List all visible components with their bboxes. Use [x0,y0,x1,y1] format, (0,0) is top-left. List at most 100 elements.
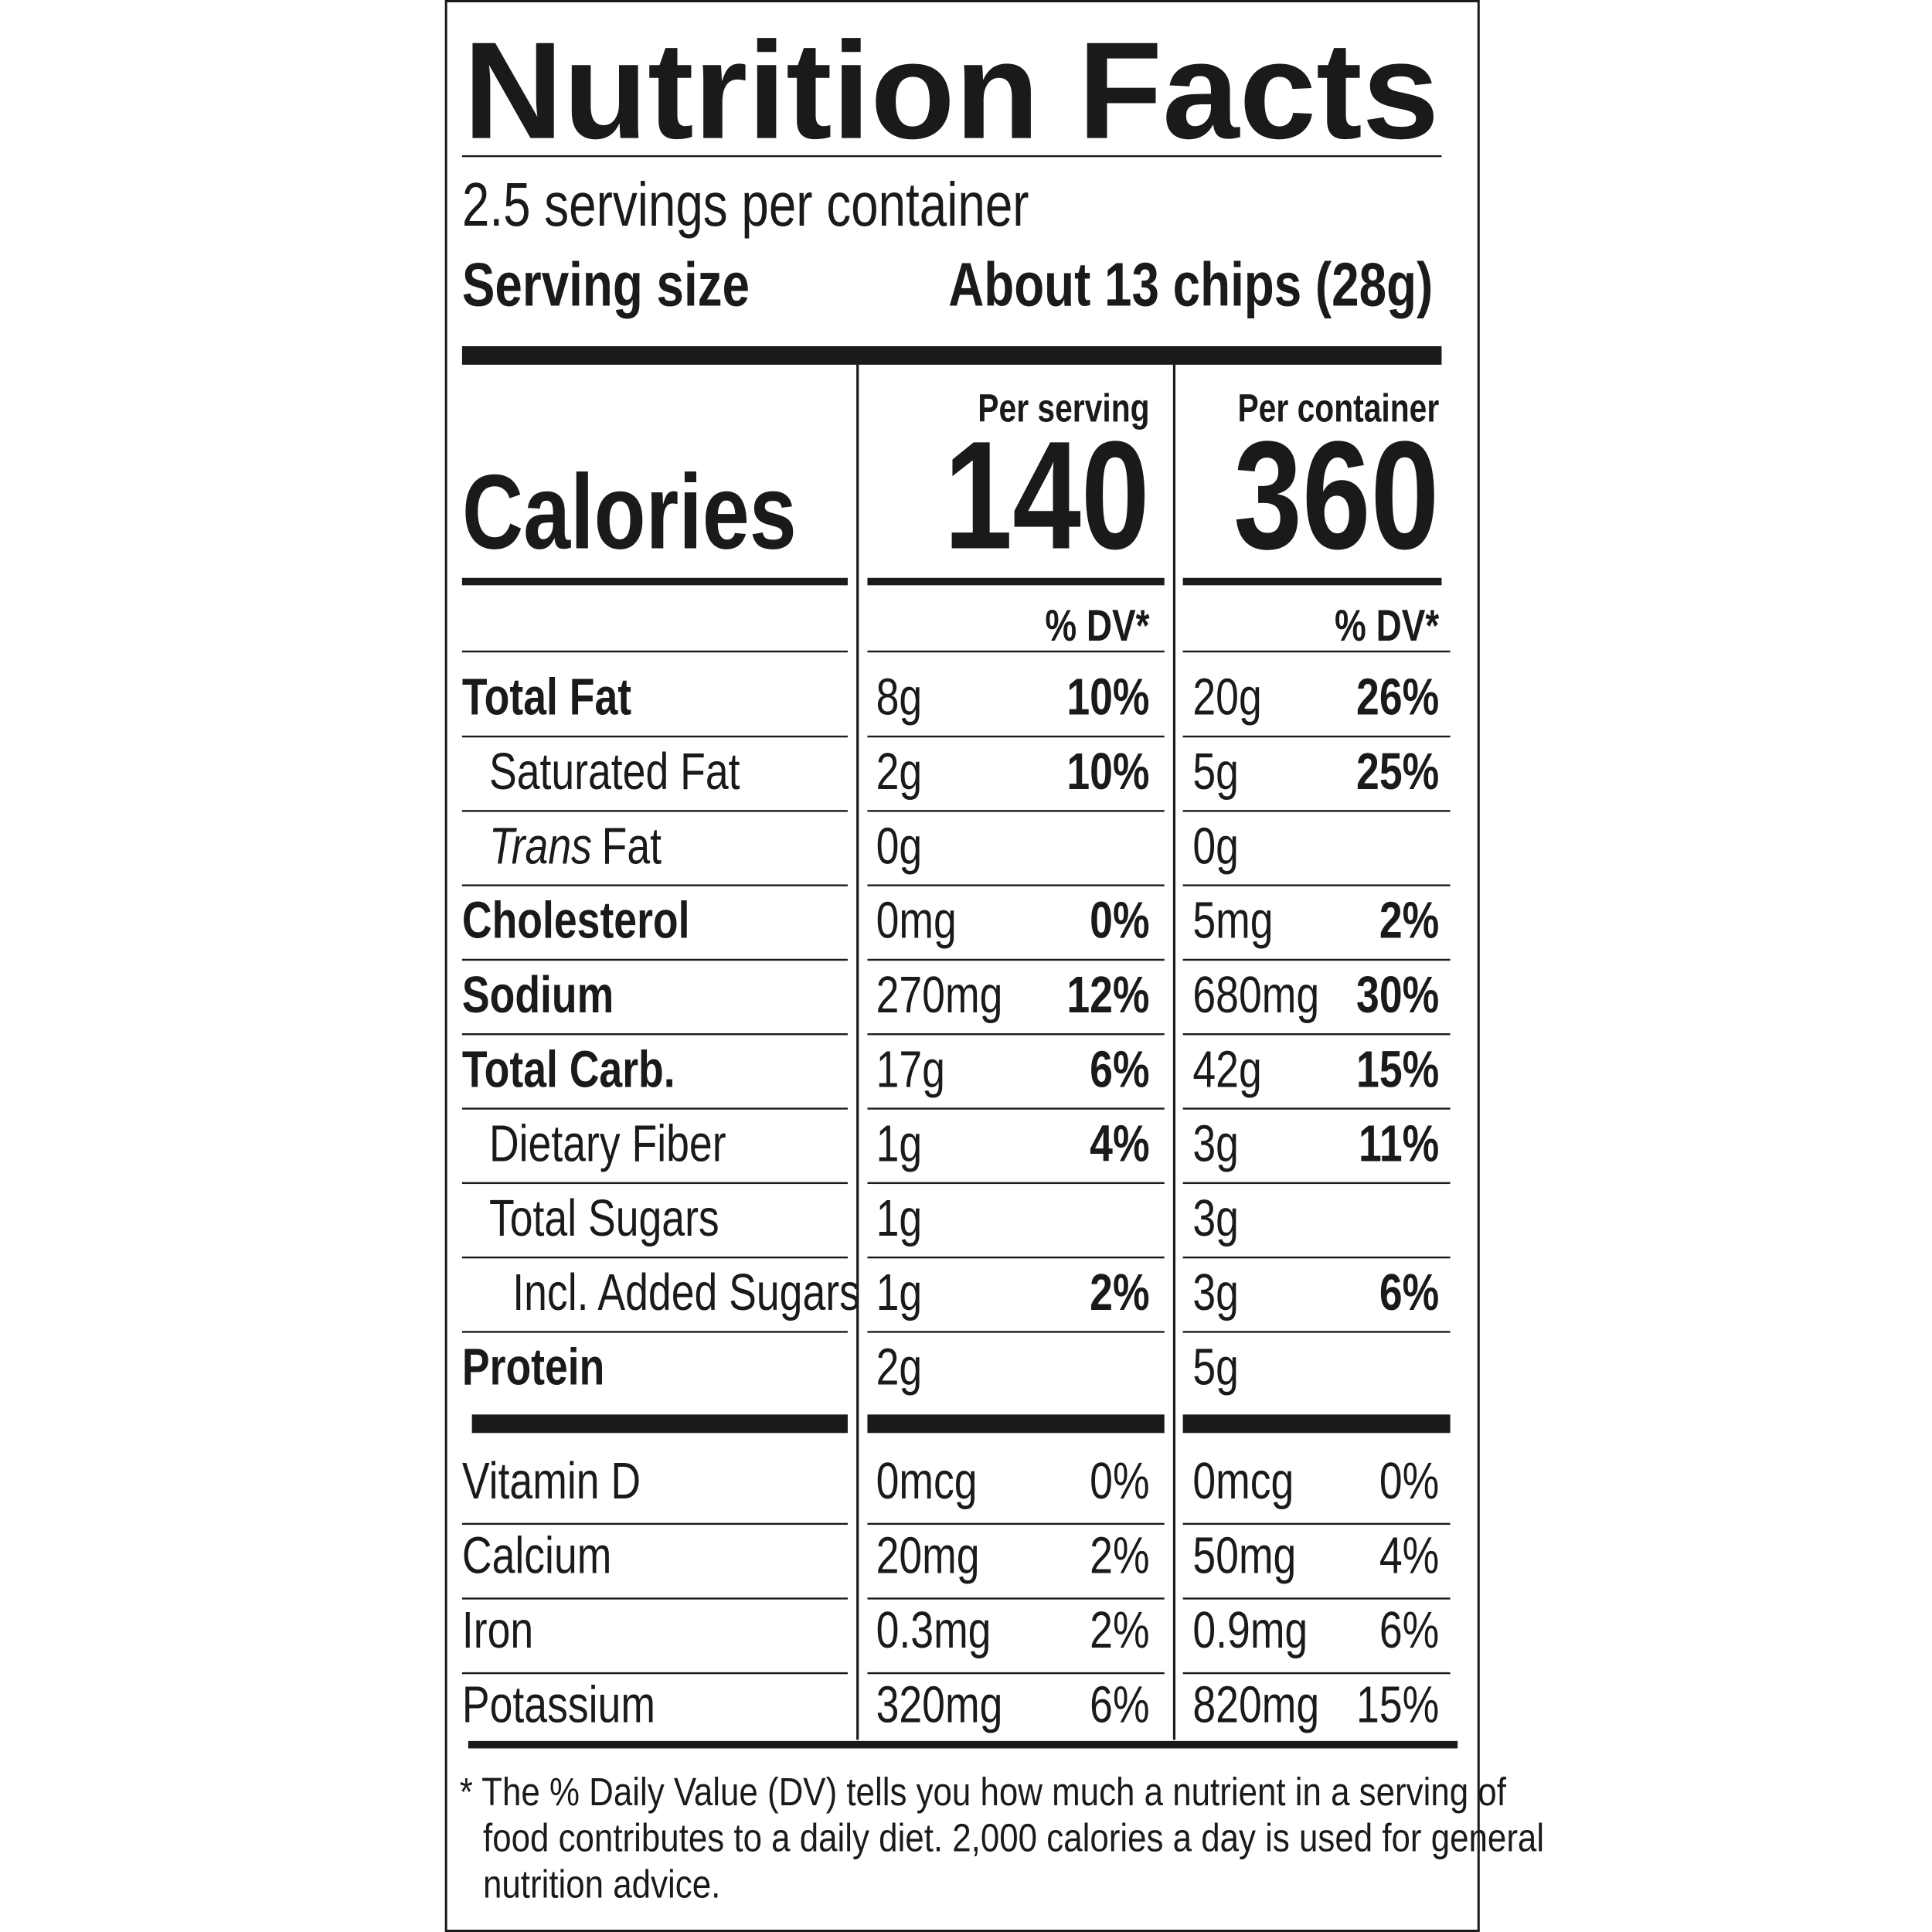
row-rule [461,1107,848,1110]
serving-amount: 320mg [876,1675,1003,1733]
row-rule [867,1331,1165,1333]
nutrient-name: Total Sugars [489,1189,719,1247]
container-amount: 50mg [1192,1526,1296,1584]
title-rule [461,155,1442,158]
row-rule [461,1182,848,1185]
serving-amount: 1g [876,1114,923,1172]
row-rule [461,1331,848,1333]
serving-amount: 1g [876,1189,923,1247]
dv-heading: % DV* [1045,601,1150,651]
container-amount: 680mg [1192,965,1319,1023]
container-amount: 20g [1192,668,1261,726]
row-rule [461,650,848,653]
row-rule [461,1256,848,1259]
serving-amount: 2g [876,1338,923,1396]
thick-rule [471,1414,848,1434]
row-rule [1182,1331,1451,1333]
serving-dv: 0% [1090,1451,1149,1509]
thick-rule [867,1414,1165,1434]
serving-dv: 0% [1090,891,1149,949]
serving-dv: 6% [1090,1675,1149,1733]
row-rule [1182,1672,1451,1675]
footnote: * The % Daily Value (DV) tells you how m… [460,1770,1507,1815]
nutrient-name: Incl. Added Sugars [512,1263,860,1321]
container-dv: 6% [1379,1263,1439,1321]
container-dv: 0% [1379,1451,1439,1509]
per-container-heading: Per container [1237,386,1439,430]
nutrient-name: Total Carb. [462,1040,675,1098]
row-rule [1182,958,1451,961]
row-rule [461,1597,848,1600]
container-amount: 5g [1192,1338,1239,1396]
container-dv: 15% [1356,1675,1439,1733]
row-rule [867,1182,1165,1185]
nutrient-name: Dietary Fiber [489,1114,726,1172]
nutrient-name: Potassium [462,1675,655,1733]
row-rule [867,1107,1165,1110]
row-rule [867,650,1165,653]
serving-dv: 10% [1066,742,1149,800]
container-dv: 26% [1356,668,1439,726]
row-rule [867,884,1165,886]
container-dv: 15% [1356,1040,1439,1098]
column-divider [1172,364,1176,1740]
title: Nutrition Facts [463,13,1439,168]
row-rule [867,1256,1165,1259]
nutrient-name: Iron [462,1600,533,1658]
nutrient-name-italic: Trans [489,817,592,875]
row-rule [1182,1033,1451,1036]
serving-amount: 0mg [876,891,957,949]
row-rule [461,1672,848,1675]
container-dv: 30% [1356,965,1439,1023]
thick-rule [461,346,1442,365]
serving-amount: 270mg [876,965,1003,1023]
serving-amount: 0g [876,817,923,875]
row-rule [867,810,1165,812]
serving-amount: 0.3mg [876,1600,992,1658]
bottom-rule [468,1740,1458,1749]
row-rule [1182,1182,1451,1185]
calories-rule [867,577,1165,586]
serving-amount: 8g [876,668,923,726]
nutrient-name: Calcium [462,1526,611,1584]
container-amount: 3g [1192,1263,1239,1321]
row-rule [461,958,848,961]
container-amount: 3g [1192,1189,1239,1247]
row-rule [867,1672,1165,1675]
container-dv: 11% [1359,1114,1439,1172]
calories-label: Calories [462,454,797,571]
nutrient-name: Cholesterol [462,891,690,949]
container-dv: 6% [1379,1600,1439,1658]
serving-dv: 2% [1090,1263,1149,1321]
container-amount: 0mcg [1192,1451,1294,1509]
container-amount: 820mg [1192,1675,1319,1733]
row-rule [461,735,848,738]
serving-amount: 2g [876,742,923,800]
calories-per-container: 360 [1233,410,1439,582]
calories-per-serving: 140 [944,410,1150,582]
nutrient-name: Total Fat [462,668,631,726]
serving-amount: 17g [876,1040,945,1098]
servings-per-container: 2.5 servings per container [462,171,1029,239]
row-rule [1182,884,1451,886]
row-rule [867,958,1165,961]
serving-dv: 10% [1066,668,1149,726]
serving-size-label: Serving size [462,251,750,319]
dv-heading: % DV* [1335,601,1440,651]
row-rule [867,1522,1165,1526]
column-divider [856,364,859,1740]
container-amount: 5g [1192,742,1239,800]
container-amount: 0g [1192,817,1239,875]
container-amount: 0.9mg [1192,1600,1308,1658]
nutrient-name: Vitamin D [462,1451,641,1509]
serving-size-value: About 13 chips (28g) [948,251,1433,319]
calories-rule [1182,577,1442,586]
nutrient-name: Trans Fat [489,817,662,875]
serving-dv: 2% [1090,1526,1149,1584]
per-serving-heading: Per serving [978,386,1149,430]
row-rule [1182,650,1451,653]
container-amount: 5mg [1192,891,1273,949]
serving-amount: 1g [876,1263,923,1321]
row-rule [461,1033,848,1036]
